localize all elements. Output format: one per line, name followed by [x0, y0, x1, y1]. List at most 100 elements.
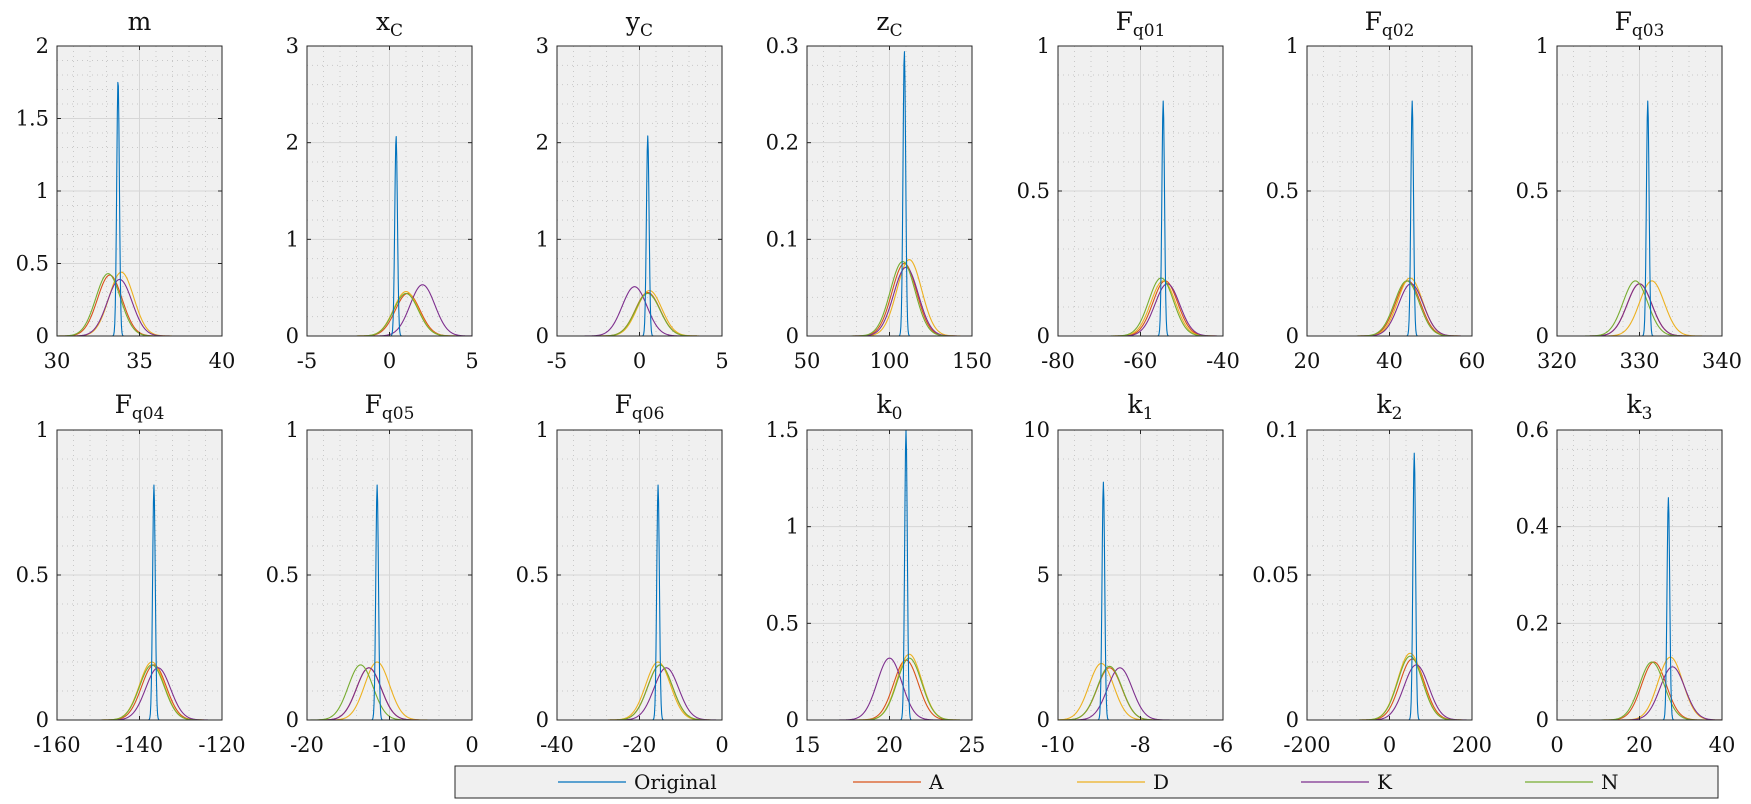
x-tick-label: 20: [876, 733, 903, 757]
y-tick-label: 0: [1037, 324, 1050, 348]
x-tick-label: -6: [1213, 733, 1233, 757]
panel-5: 20 40 60 0 0.5 1 Fq02: [1266, 7, 1486, 373]
series-line-d: [1058, 280, 1223, 336]
series-line-n: [1307, 655, 1472, 720]
panel-title: m: [128, 7, 152, 36]
x-tick-label: 0: [715, 733, 728, 757]
panel-title: k2: [1377, 390, 1403, 424]
y-tick-label: 0.2: [766, 131, 799, 155]
series-line-k: [1058, 283, 1223, 336]
x-tick-label: 0: [1550, 733, 1563, 757]
y-tick-label: 1: [536, 418, 549, 442]
y-tick-label: 1: [536, 227, 549, 251]
panel-title: k0: [877, 390, 903, 424]
x-tick-label: 5: [715, 349, 728, 373]
panel-9: -40 -20 0 0 0.5 1 Fq06: [516, 390, 729, 757]
series-line-k: [557, 667, 722, 720]
panel-title: Fq01: [1116, 7, 1166, 41]
y-tick-label: 0.1: [766, 227, 799, 251]
y-tick-label: 1: [1286, 34, 1299, 58]
y-tick-label: 0.5: [1516, 179, 1549, 203]
y-tick-label: 0: [786, 324, 799, 348]
x-tick-label: -40: [1206, 349, 1240, 373]
y-tick-label: 5: [1037, 563, 1050, 587]
y-tick-label: 0: [1536, 708, 1549, 732]
y-tick-label: 0.4: [1516, 515, 1549, 539]
x-tick-label: -5: [547, 349, 567, 373]
curves: [1307, 100, 1472, 336]
x-tick-label: 15: [794, 733, 821, 757]
x-tick-label: 40: [209, 349, 236, 373]
series-line-k: [307, 667, 472, 720]
y-tick-label: 1: [286, 418, 299, 442]
y-tick-label: 1.5: [16, 107, 49, 131]
x-tick-label: 40: [1709, 733, 1736, 757]
panel-4: -80 -60 -40 0 0.5 1 Fq01: [1017, 7, 1240, 373]
x-tick-label: -140: [116, 733, 163, 757]
x-tick-label: -20: [623, 733, 657, 757]
y-tick-label: 0.5: [266, 563, 299, 587]
y-tick-label: 2: [286, 131, 299, 155]
y-tick-label: 0: [1286, 708, 1299, 732]
panel-title: Fq06: [615, 390, 665, 424]
y-tick-label: 1: [1037, 34, 1050, 58]
legend: Original A D K N: [454, 765, 1719, 799]
x-tick-label: 150: [952, 349, 992, 373]
panel-10: 15 20 25 0 0.5 1 1.5 k0: [766, 390, 986, 757]
legend-label-a: A: [928, 770, 944, 794]
x-tick-label: -80: [1041, 349, 1075, 373]
y-tick-label: 0: [1536, 324, 1549, 348]
y-tick-label: 0.5: [516, 563, 549, 587]
y-tick-label: 0.3: [766, 34, 799, 58]
y-tick-label: 0: [286, 708, 299, 732]
x-tick-label: -200: [1283, 733, 1330, 757]
x-tick-label: 0: [633, 349, 646, 373]
series-line-k: [1307, 283, 1472, 336]
x-tick-label: -60: [1124, 349, 1158, 373]
series-line-d: [807, 259, 972, 336]
y-tick-label: 0: [1286, 324, 1299, 348]
panel-title: k1: [1128, 390, 1154, 424]
legend-label-d: D: [1153, 770, 1169, 794]
x-tick-label: 340: [1702, 349, 1742, 373]
y-tick-label: 0: [536, 708, 549, 732]
x-tick-label: 30: [44, 349, 71, 373]
x-tick-label: 0: [1383, 733, 1396, 757]
curves: [1307, 452, 1472, 720]
x-tick-label: -10: [1041, 733, 1075, 757]
y-tick-label: 1: [286, 227, 299, 251]
y-tick-label: 0: [786, 708, 799, 732]
x-tick-label: -160: [33, 733, 80, 757]
series-line-k: [1307, 664, 1472, 720]
y-tick-label: 10: [1023, 418, 1050, 442]
panel-title: Fq04: [115, 390, 165, 424]
x-tick-label: 35: [126, 349, 153, 373]
panel-title: yC: [625, 7, 653, 41]
x-tick-label: 0: [383, 349, 396, 373]
panel-3: 50 100 150 0 0.1 0.2 0.3 zC: [766, 7, 992, 373]
y-tick-label: 0.2: [1516, 611, 1549, 635]
panel-11: -10 -8 -6 0 5 10 k1: [1023, 390, 1233, 757]
y-tick-label: 2: [36, 34, 49, 58]
x-tick-label: -20: [290, 733, 324, 757]
y-tick-label: 0.5: [16, 563, 49, 587]
x-tick-label: 20: [1626, 733, 1653, 757]
x-tick-label: 0: [465, 733, 478, 757]
x-tick-label: 50: [794, 349, 821, 373]
x-tick-label: -8: [1130, 733, 1150, 757]
y-tick-label: 0.6: [1516, 418, 1549, 442]
series-line-n: [557, 664, 722, 720]
x-tick-label: -5: [297, 349, 317, 373]
x-tick-label: 60: [1459, 349, 1486, 373]
y-tick-label: 0.05: [1252, 563, 1299, 587]
panel-6: 320 330 340 0 0.5 1 Fq03: [1516, 7, 1742, 373]
panel-title: Fq02: [1365, 7, 1415, 41]
panel-title: k3: [1627, 390, 1653, 424]
y-tick-label: 2: [536, 131, 549, 155]
panel-8: -20 -10 0 0 0.5 1 Fq05: [266, 390, 479, 757]
x-tick-label: -40: [540, 733, 574, 757]
y-tick-label: 3: [536, 34, 549, 58]
series-line-k: [807, 657, 972, 720]
